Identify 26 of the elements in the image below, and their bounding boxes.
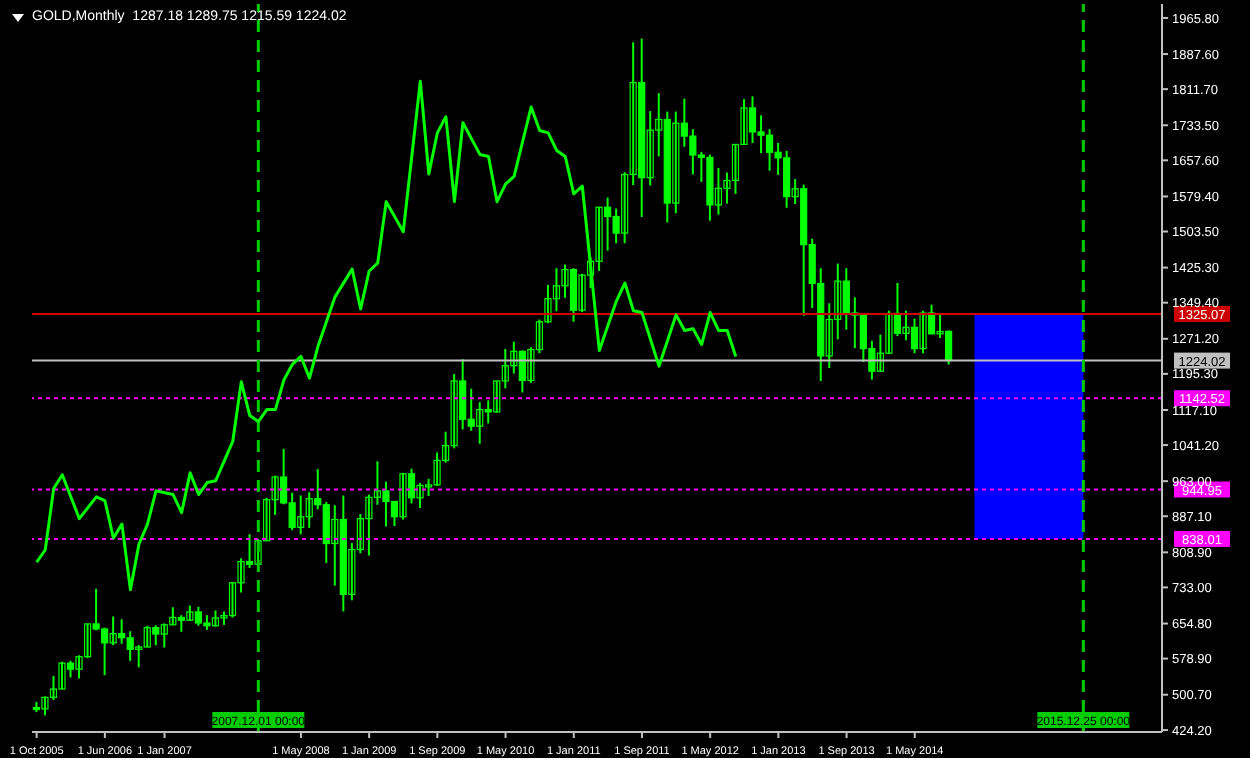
candlestick xyxy=(919,309,927,355)
candlestick xyxy=(842,267,850,331)
candlestick xyxy=(706,153,714,222)
candlestick xyxy=(748,95,757,145)
candlestick xyxy=(143,624,151,649)
candlestick xyxy=(152,624,160,647)
candlestick xyxy=(569,267,578,323)
candlestick xyxy=(331,504,339,587)
candlestick xyxy=(109,615,117,647)
candlestick xyxy=(510,340,518,375)
candlestick xyxy=(689,128,697,176)
candlestick xyxy=(58,660,66,691)
candlestick xyxy=(765,128,774,172)
candlestick xyxy=(910,317,919,355)
candlestick xyxy=(382,480,390,528)
candlestick xyxy=(126,630,134,662)
candlestick xyxy=(160,622,168,649)
candlestick xyxy=(672,110,680,215)
candlestick xyxy=(399,471,407,521)
candlestick xyxy=(297,494,305,536)
line-series xyxy=(35,79,738,592)
candlestick xyxy=(305,491,313,529)
candlestick xyxy=(902,309,910,342)
candlestick xyxy=(467,387,475,432)
candlestick xyxy=(322,500,330,564)
candlestick xyxy=(476,401,484,445)
